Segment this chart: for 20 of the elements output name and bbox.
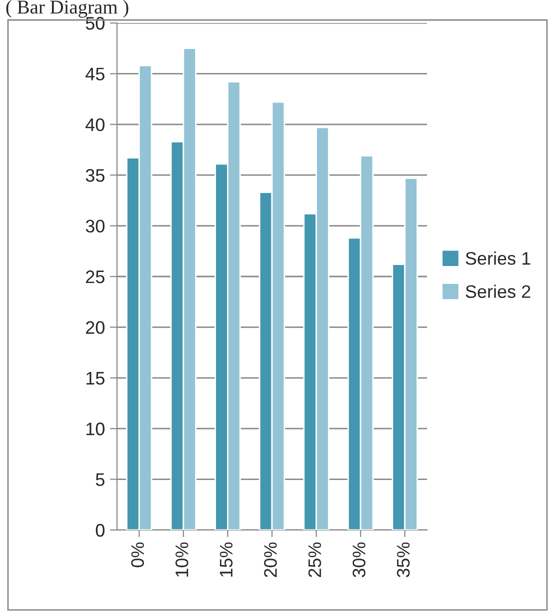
y-tick-label: 30 bbox=[86, 220, 104, 233]
x-tick-label: 35% bbox=[396, 542, 410, 578]
y-tick-label: 10 bbox=[86, 422, 104, 436]
legend-label: Series 1 bbox=[466, 252, 530, 265]
y-tick-label: 5 bbox=[96, 473, 104, 486]
y-tick-label: 35 bbox=[86, 169, 104, 182]
x-tick-label: 30% bbox=[352, 542, 366, 578]
y-tick-label: 0 bbox=[96, 524, 104, 537]
x-tick-label: 25% bbox=[308, 542, 322, 578]
legend-label: Series 2 bbox=[466, 284, 530, 298]
y-tick-label: 45 bbox=[86, 68, 104, 80]
x-tick-label: 0% bbox=[131, 542, 144, 568]
x-tick-label: 15% bbox=[220, 542, 233, 577]
y-tick-label: 15 bbox=[86, 372, 104, 385]
y-tick-label: 40 bbox=[86, 118, 104, 132]
x-tick-label: 10% bbox=[175, 542, 188, 577]
y-tick-label: 20 bbox=[86, 321, 104, 334]
x-tick-label: 20% bbox=[264, 542, 277, 578]
chart-title: ( Bar Diagram ) bbox=[6, 0, 128, 18]
y-tick-label: 25 bbox=[86, 270, 104, 284]
